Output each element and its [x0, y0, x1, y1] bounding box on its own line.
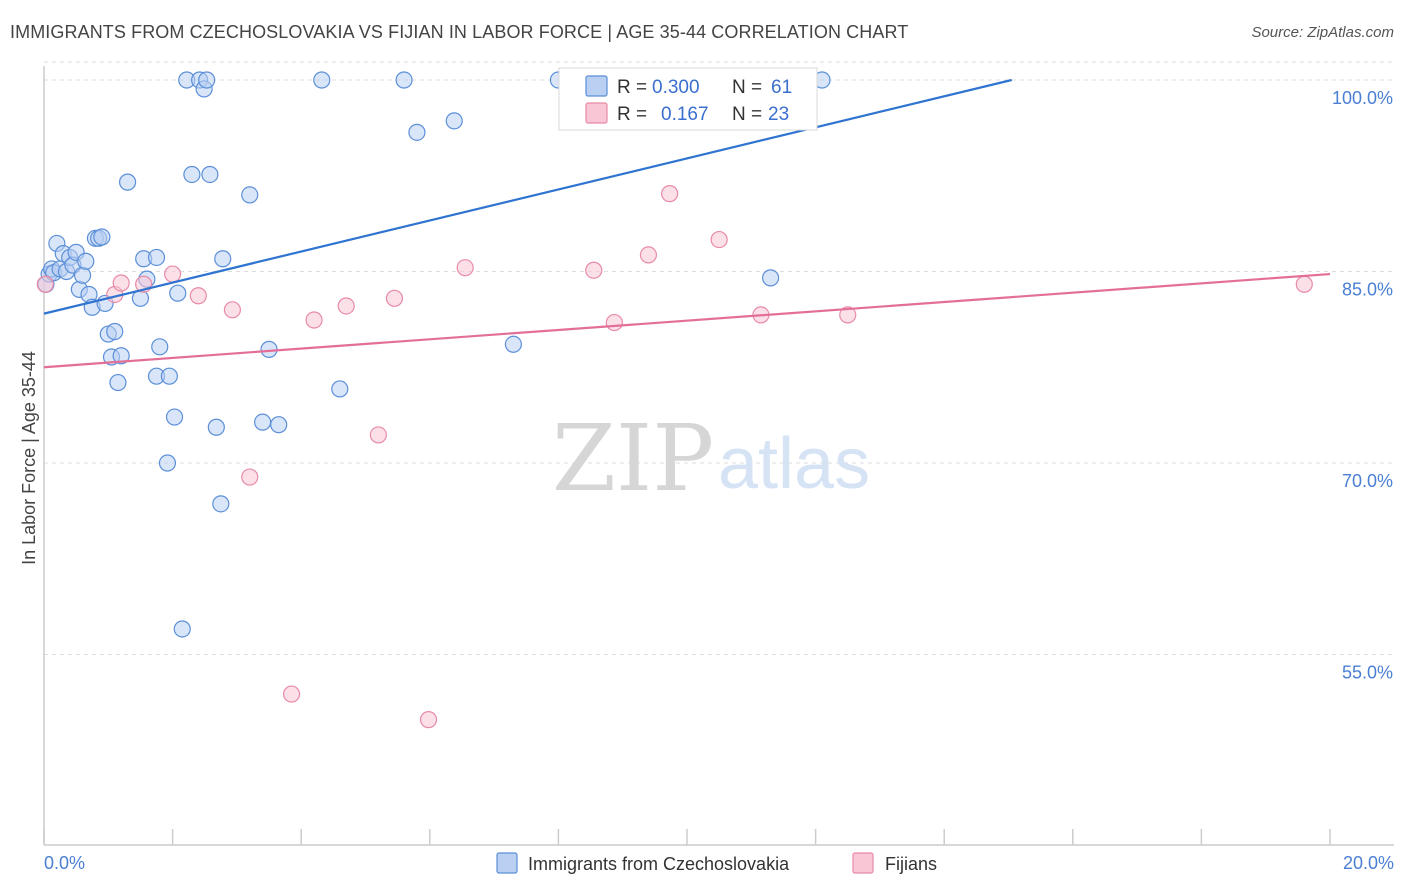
data-point-blue [313, 71, 331, 89]
legend-swatch-pink [585, 102, 608, 124]
data-point-pink [585, 261, 603, 279]
x-tick-marks [43, 829, 1331, 845]
data-point-pink [839, 306, 857, 324]
data-point-blue [241, 186, 259, 204]
legend-r-label-blue: R = [617, 77, 647, 98]
bottom-legend-swatch-pink [852, 852, 874, 874]
data-point-pink [223, 301, 241, 319]
data-point-pink [36, 275, 54, 293]
data-point-pink [456, 259, 474, 277]
trend-line-pink [43, 272, 1331, 369]
data-point-blue [183, 165, 201, 184]
data-point-blue [395, 71, 413, 89]
data-point-blue [254, 413, 272, 431]
data-point-blue [118, 173, 137, 191]
bottom-legend-label-blue: Immigrants from Czechoslovakia [528, 854, 790, 874]
data-point-blue [761, 269, 780, 287]
source-credit: Source: ZipAtlas.com [1251, 24, 1394, 41]
data-point-pink [369, 426, 387, 444]
data-point-pink [112, 274, 130, 292]
legend-n-label-pink: N = [732, 104, 762, 125]
data-point-blue [165, 408, 184, 426]
data-point-blue [214, 250, 232, 268]
data-point-blue [260, 340, 278, 358]
x-tick-label-min: 0.0% [44, 853, 85, 873]
legend-r-value-blue: 0.300 [652, 77, 700, 98]
chart-title: IMMIGRANTS FROM CZECHOSLOVAKIA VS FIJIAN… [10, 22, 909, 42]
data-point-pink [189, 287, 207, 305]
data-point-pink [305, 311, 323, 329]
data-point-blue [201, 165, 219, 184]
data-point-pink [337, 297, 355, 315]
data-point-blue [93, 228, 111, 246]
data-point-blue [408, 123, 426, 141]
data-point-blue [212, 495, 230, 513]
data-point-blue [112, 347, 130, 365]
x-tick-label-max: 20.0% [1343, 853, 1394, 873]
data-point-blue [109, 373, 127, 392]
y-tick-label: 70.0% [1342, 471, 1393, 491]
data-point-blue [169, 284, 187, 302]
data-point-pink [419, 711, 438, 729]
data-point-blue [158, 454, 177, 472]
y-axis-label: In Labor Force | Age 35-44 [19, 351, 39, 565]
data-point-blue [77, 252, 95, 270]
data-point-pink [661, 185, 679, 203]
data-point-blue [160, 367, 178, 385]
stats-legend: R = 0.300 N = 61 R = 0.167 N = 23 [558, 67, 818, 131]
watermark-atlas: atlas [718, 424, 870, 504]
data-point-pink [639, 246, 658, 264]
watermark-zip: ZIP [552, 405, 714, 512]
series-czechoslovakia-points [37, 71, 831, 638]
data-point-pink [164, 265, 182, 283]
data-point-blue [106, 322, 124, 341]
data-point-pink [282, 685, 301, 703]
data-point-blue [147, 248, 166, 267]
legend-r-value-pink: 0.167 [661, 104, 709, 125]
bottom-legend-swatch-blue [496, 852, 518, 874]
series-legend: Immigrants from Czechoslovakia Fijians [496, 852, 937, 874]
y-tick-label: 55.0% [1342, 663, 1393, 683]
y-tick-label: 100.0% [1332, 88, 1393, 108]
legend-r-label-pink: R = [617, 104, 647, 125]
data-point-blue [173, 620, 191, 638]
data-point-pink [605, 313, 623, 332]
legend-n-value-blue: 61 [771, 77, 792, 98]
y-tick-labels: 55.0% 70.0% 85.0% 100.0% [1332, 88, 1393, 683]
data-point-blue [151, 338, 169, 356]
data-point-blue [270, 416, 288, 434]
data-point-pink [1295, 275, 1313, 293]
data-point-pink [710, 230, 728, 249]
data-point-pink [241, 468, 259, 486]
bottom-legend-label-pink: Fijians [885, 854, 937, 874]
data-point-blue [207, 418, 225, 436]
data-point-blue [331, 380, 349, 398]
data-point-blue [198, 71, 216, 89]
data-point-blue [504, 335, 522, 353]
trend-line-blue [43, 78, 1012, 315]
data-point-blue [73, 266, 92, 284]
trend-lines [43, 78, 1331, 369]
legend-n-value-pink: 23 [768, 104, 789, 125]
data-point-blue [445, 112, 463, 130]
data-point-pink [385, 289, 404, 307]
y-tick-label: 85.0% [1342, 280, 1393, 300]
legend-n-label-blue: N = [732, 77, 762, 98]
zipatlas-watermark: ZIP atlas [552, 405, 870, 512]
legend-swatch-blue [585, 75, 608, 97]
